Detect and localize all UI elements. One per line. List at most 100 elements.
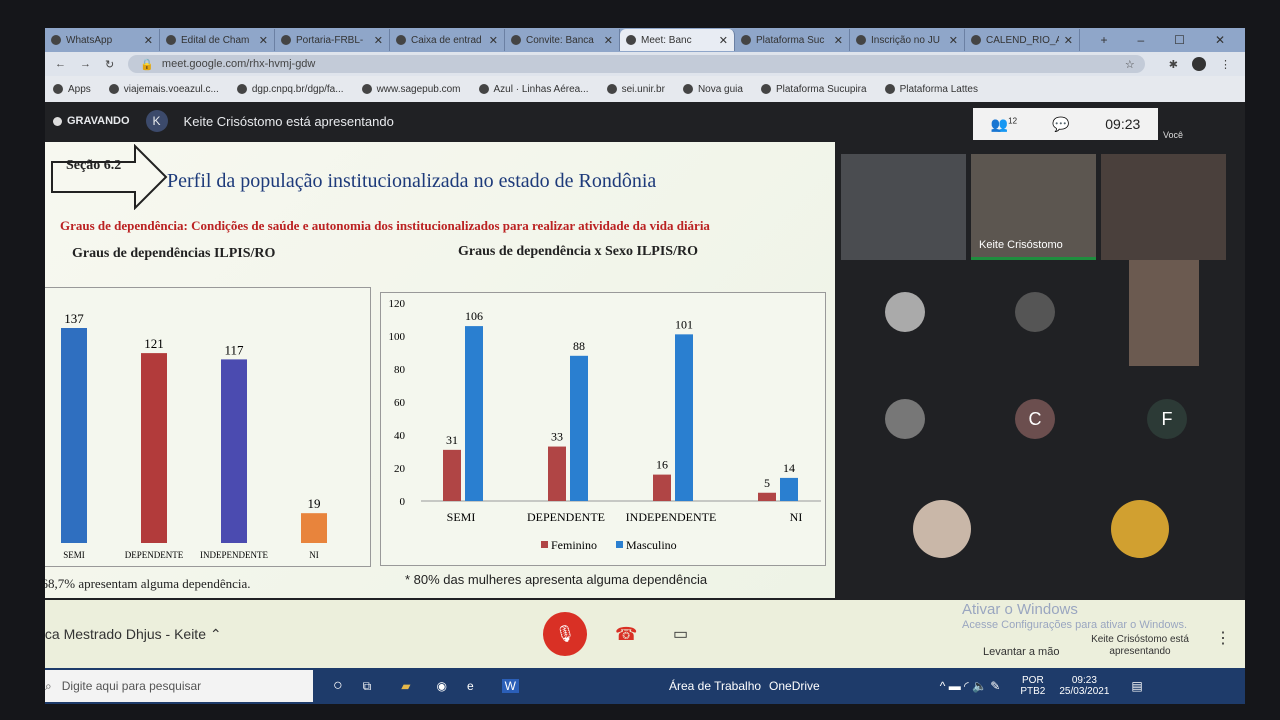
browser-tab[interactable]: WhatsApp ✕	[45, 29, 160, 51]
browser-tab[interactable]: Caixa de entrad ✕	[390, 29, 505, 51]
browser-tab[interactable]: Convite: Banca ✕	[505, 29, 620, 51]
bookmark-item[interactable]: Plataforma Sucupira	[760, 84, 867, 95]
windows-watermark-sub: Acesse Configurações para ativar o Windo…	[962, 619, 1187, 631]
word-icon[interactable]: W	[501, 679, 519, 693]
video-tile[interactable]	[841, 154, 966, 260]
back-icon[interactable]: ←	[55, 58, 66, 70]
camera-button[interactable]: ▭	[673, 626, 689, 643]
bar	[61, 328, 87, 543]
participants-button[interactable]: 👥12	[990, 115, 1018, 132]
y-tick-label: 80	[394, 364, 406, 376]
data-label: 117	[224, 342, 244, 357]
bookmark-item[interactable]: www.sagepub.com	[361, 84, 461, 95]
tab-bar: WhatsApp ✕ Edital de Cham ✕ Portaria-FRBL- ✕ C…	[45, 28, 1245, 52]
close-tab-icon[interactable]: ✕	[948, 34, 958, 47]
browser-tab[interactable]: Plataforma Suc ✕	[735, 29, 850, 51]
close-tab-icon[interactable]: ✕	[258, 34, 268, 47]
close-window-button[interactable]: ✕	[1214, 33, 1225, 47]
mic-off-button[interactable]: 🎙	[543, 612, 587, 656]
bookmark-item[interactable]: Plataforma Lattes	[884, 84, 978, 95]
data-label: 106	[465, 309, 483, 323]
bookmark-item[interactable]: Nova guia	[682, 84, 743, 95]
close-tab-icon[interactable]: ✕	[1063, 34, 1073, 47]
bookmark-icon	[606, 84, 617, 94]
close-tab-icon[interactable]: ✕	[373, 34, 383, 47]
extensions-icon[interactable]: ✱	[1168, 58, 1178, 71]
participant-avatar[interactable]	[1111, 500, 1169, 558]
taskbar-search[interactable]: ⌕ Digite aqui para pesquisar	[45, 670, 313, 702]
data-label: 33	[551, 430, 563, 444]
minimize-button[interactable]: –	[1137, 33, 1145, 47]
browser-tab[interactable]: Meet: Banc ✕	[620, 29, 735, 51]
data-label: 19	[308, 496, 321, 511]
star-icon[interactable]: ☆	[1124, 58, 1135, 71]
participant-avatar[interactable]	[885, 292, 925, 332]
y-tick-label: 20	[394, 463, 406, 475]
slide-subtitle: Graus de dependência: Condições de saúde…	[60, 218, 710, 233]
video-tile[interactable]	[1129, 260, 1199, 366]
participant-avatar[interactable]	[885, 399, 925, 439]
bookmark-item[interactable]: Azul · Linhas Aérea...	[478, 84, 589, 95]
browser-tab[interactable]: CALEND_RIO_A ✕	[965, 29, 1080, 51]
browser-tab[interactable]: Inscrição no JU ✕	[850, 29, 965, 51]
bookmark-item[interactable]: Apps	[53, 84, 91, 95]
onedrive-toolbar[interactable]: OneDrive	[769, 679, 820, 693]
more-options-icon[interactable]: ⋮	[1215, 630, 1231, 647]
cortana-icon[interactable]: ○	[333, 677, 343, 694]
task-view-icon[interactable]: ⧉	[362, 678, 372, 693]
favicon-icon	[281, 35, 291, 45]
menu-icon[interactable]: ⋮	[1220, 58, 1231, 71]
chat-icon[interactable]: 💬	[1052, 115, 1070, 132]
participant-avatar-f[interactable]: F	[1147, 399, 1187, 439]
close-tab-icon[interactable]: ✕	[833, 34, 843, 47]
maximize-button[interactable]: ☐	[1174, 33, 1185, 47]
category-label: SEMI	[447, 510, 476, 524]
bar	[141, 353, 167, 543]
desktop-toolbar[interactable]: Área de Trabalho	[668, 679, 762, 693]
browser-tab[interactable]: Portaria-FRBL- ✕	[275, 29, 390, 51]
browser-tab[interactable]: Edital de Cham ✕	[160, 29, 275, 51]
end-call-button[interactable]: ☎	[615, 623, 638, 644]
close-tab-icon[interactable]: ✕	[718, 34, 728, 47]
category-label: DEPENDENTE	[125, 550, 184, 560]
favicon-icon	[166, 35, 176, 45]
video-tile-presenter[interactable]: Keite Crisóstomo	[971, 154, 1096, 260]
notifications-icon[interactable]: ▤	[1131, 679, 1143, 693]
search-icon: ⌕	[45, 678, 52, 693]
participant-avatar-c[interactable]: C	[1015, 399, 1055, 439]
presenter-avatar: K	[145, 110, 168, 132]
bar	[675, 334, 693, 501]
raise-hand-button[interactable]: Levantar a mão	[983, 646, 1060, 658]
video-tile[interactable]	[1101, 154, 1226, 260]
bookmark-item[interactable]: viajemais.voeazul.c...	[108, 84, 219, 95]
clock[interactable]: 09:23 25/03/2021	[1059, 675, 1110, 697]
bookmark-item[interactable]: dgp.cnpq.br/dgp/fa...	[236, 84, 344, 95]
language-indicator[interactable]: POR PTB2	[1020, 675, 1046, 697]
y-tick-label: 60	[394, 397, 406, 409]
legend-swatch	[616, 541, 623, 548]
presenting-button[interactable]: Keite Crisóstomo está apresentando	[1091, 634, 1189, 657]
close-tab-icon[interactable]: ✕	[488, 34, 498, 47]
bookmark-icon	[760, 84, 771, 94]
reload-icon[interactable]: ↻	[105, 58, 115, 71]
bar	[570, 355, 588, 501]
new-tab-button[interactable]: +	[1100, 33, 1108, 47]
close-tab-icon[interactable]: ✕	[603, 34, 613, 47]
presentation-slide: Seção 6.2 Perfil da população institucio…	[45, 142, 835, 598]
participant-avatar[interactable]	[1015, 292, 1055, 332]
participant-avatar[interactable]	[913, 500, 971, 558]
meeting-name[interactable]: Banca Mestrado Dhjus - Keite ⌃	[45, 625, 222, 642]
profile-avatar[interactable]	[1192, 57, 1206, 71]
tray-icons[interactable]: ^ ▬ ◜ 🔈 ✎	[939, 679, 1001, 693]
note-right: * 80% das mulheres apresenta alguma depe…	[405, 572, 708, 587]
top-right-panel: 👥12 💬 09:23	[973, 108, 1158, 140]
bookmark-item[interactable]: sei.unir.br	[606, 84, 665, 95]
url-field[interactable]: 🔒 meet.google.com/rhx-hvmj-gdw ☆	[128, 55, 1145, 73]
data-label: 101	[675, 317, 693, 331]
chrome-icon[interactable]: ◉	[436, 679, 447, 693]
file-explorer-icon[interactable]: ▰	[401, 679, 411, 693]
forward-icon[interactable]: →	[80, 58, 91, 70]
favicon-icon	[511, 35, 521, 45]
edge-icon[interactable]: e	[466, 679, 474, 693]
close-tab-icon[interactable]: ✕	[143, 34, 153, 47]
